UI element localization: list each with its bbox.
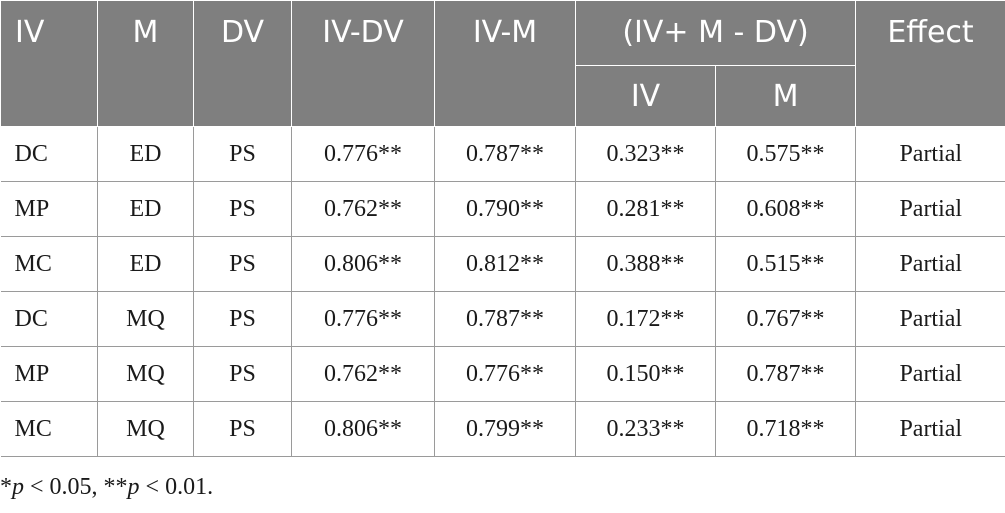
cell-effect: Partial <box>855 291 1005 347</box>
cell-m: ED <box>97 126 194 182</box>
table-row: MC ED PS 0.806** 0.812** 0.388** 0.515**… <box>0 236 1005 292</box>
header-iv-m: IV-M <box>434 0 576 127</box>
cell-dv: PS <box>193 236 292 292</box>
cell-combined-m: 0.608** <box>714 181 857 237</box>
cell-m: MQ <box>97 291 194 347</box>
cell-dv: PS <box>193 346 292 402</box>
header-combined: (IV+ M - DV) <box>574 0 857 66</box>
cell-iv-m: 0.790** <box>434 181 576 237</box>
table-row: MP MQ PS 0.762** 0.776** 0.150** 0.787**… <box>0 346 1005 402</box>
cell-combined-m: 0.718** <box>714 401 857 457</box>
header-combined-m: M <box>714 65 857 127</box>
footnote-p1-var: p <box>12 474 24 500</box>
cell-dv: PS <box>193 181 292 237</box>
cell-effect: Partial <box>855 236 1005 292</box>
header-combined-iv: IV <box>575 65 716 127</box>
cell-iv: MP <box>0 346 98 402</box>
cell-iv-dv: 0.762** <box>291 346 435 402</box>
cell-effect: Partial <box>855 126 1005 182</box>
cell-iv: MC <box>0 401 98 457</box>
cell-combined-m: 0.575** <box>714 126 857 182</box>
header-m: M <box>97 0 194 127</box>
footnote-p1-rest: < 0.05, ** <box>24 474 128 500</box>
cell-iv-dv: 0.806** <box>291 401 435 457</box>
header-iv-dv: IV-DV <box>291 0 435 127</box>
cell-iv-dv: 0.776** <box>291 126 435 182</box>
cell-effect: Partial <box>855 401 1005 457</box>
cell-iv: DC <box>0 291 98 347</box>
header-iv: IV <box>0 0 98 127</box>
header-effect: Effect <box>855 0 1005 127</box>
cell-combined-iv: 0.233** <box>575 401 716 457</box>
cell-m: MQ <box>97 401 194 457</box>
cell-effect: Partial <box>855 181 1005 237</box>
cell-combined-iv: 0.172** <box>575 291 716 347</box>
cell-combined-iv: 0.388** <box>575 236 716 292</box>
cell-combined-m: 0.787** <box>714 346 857 402</box>
cell-iv: MP <box>0 181 98 237</box>
table-footnote: *p < 0.05, **p < 0.01. <box>0 474 213 501</box>
table-body: DC ED PS 0.776** 0.787** 0.323** 0.575**… <box>0 126 1005 457</box>
footnote-p2-rest: < 0.01. <box>139 474 214 500</box>
cell-dv: PS <box>193 126 292 182</box>
cell-dv: PS <box>193 401 292 457</box>
cell-combined-iv: 0.281** <box>575 181 716 237</box>
cell-combined-iv: 0.323** <box>575 126 716 182</box>
footnote-p2-var: p <box>127 474 140 500</box>
cell-combined-m: 0.515** <box>714 236 857 292</box>
cell-m: ED <box>97 181 194 237</box>
table-row: MC MQ PS 0.806** 0.799** 0.233** 0.718**… <box>0 401 1005 457</box>
mediation-table: IV M DV IV-DV IV-M (IV+ M - DV) Effect I… <box>0 0 1005 457</box>
cell-iv-m: 0.776** <box>434 346 576 402</box>
cell-iv-dv: 0.762** <box>291 181 435 237</box>
header-dv: DV <box>193 0 292 127</box>
cell-iv: DC <box>0 126 98 182</box>
table-header: IV M DV IV-DV IV-M (IV+ M - DV) Effect I… <box>0 0 1005 127</box>
table-row: DC ED PS 0.776** 0.787** 0.323** 0.575**… <box>0 126 1005 182</box>
cell-iv-m: 0.799** <box>434 401 576 457</box>
table-row: MP ED PS 0.762** 0.790** 0.281** 0.608**… <box>0 181 1005 237</box>
cell-iv-m: 0.812** <box>434 236 576 292</box>
cell-iv-m: 0.787** <box>434 291 576 347</box>
cell-iv-dv: 0.806** <box>291 236 435 292</box>
cell-combined-m: 0.767** <box>714 291 857 347</box>
cell-m: ED <box>97 236 194 292</box>
table-row: DC MQ PS 0.776** 0.787** 0.172** 0.767**… <box>0 291 1005 347</box>
cell-dv: PS <box>193 291 292 347</box>
cell-effect: Partial <box>855 346 1005 402</box>
cell-combined-iv: 0.150** <box>575 346 716 402</box>
cell-iv: MC <box>0 236 98 292</box>
cell-m: MQ <box>97 346 194 402</box>
cell-iv-m: 0.787** <box>434 126 576 182</box>
cell-iv-dv: 0.776** <box>291 291 435 347</box>
footnote-p1-prefix: * <box>0 474 12 500</box>
